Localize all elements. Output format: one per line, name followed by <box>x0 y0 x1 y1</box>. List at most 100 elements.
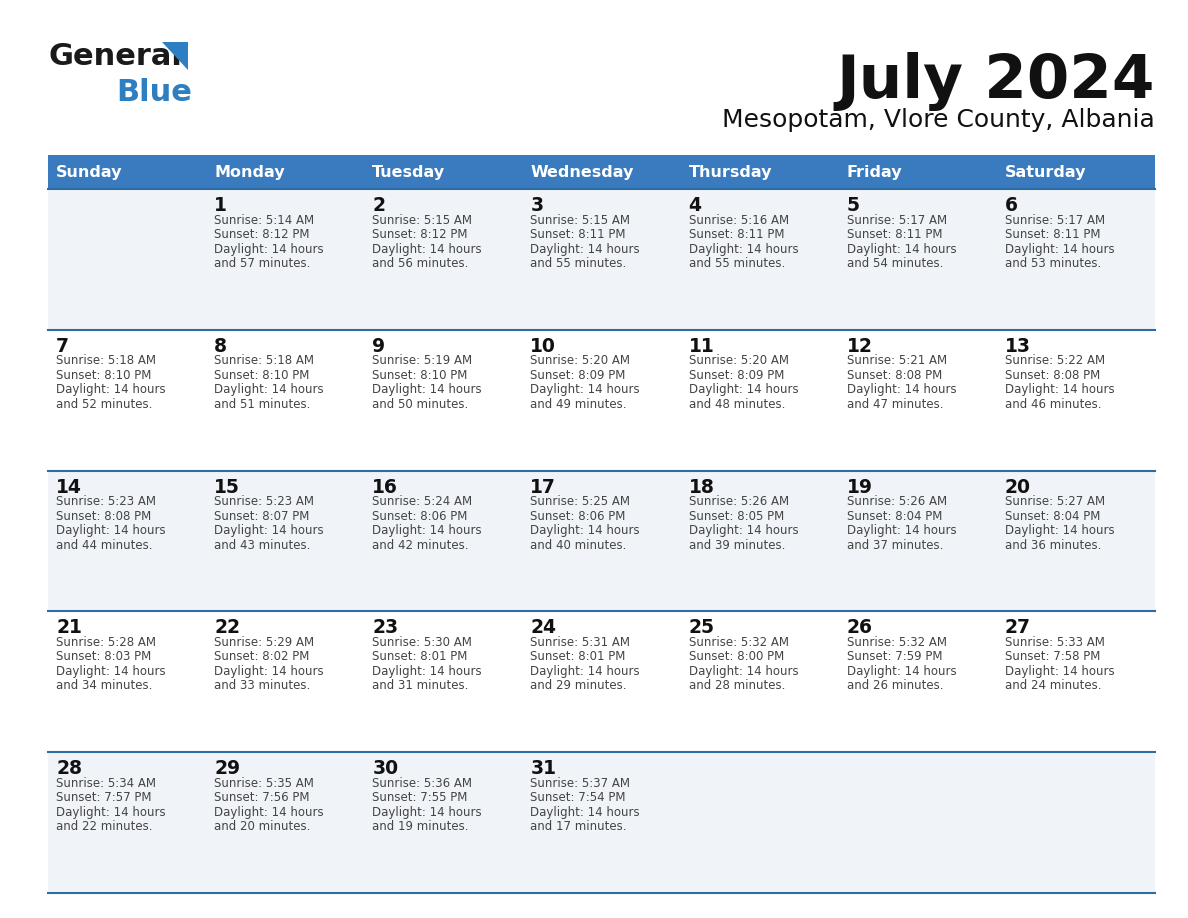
Text: Sunset: 8:04 PM: Sunset: 8:04 PM <box>1005 509 1100 522</box>
Text: Sunrise: 5:18 AM: Sunrise: 5:18 AM <box>56 354 156 367</box>
Text: 6: 6 <box>1005 196 1018 215</box>
Text: Sunday: Sunday <box>56 164 122 180</box>
Text: Sunset: 8:00 PM: Sunset: 8:00 PM <box>689 650 784 664</box>
Text: and 49 minutes.: and 49 minutes. <box>530 397 627 410</box>
Text: Daylight: 14 hours: Daylight: 14 hours <box>530 806 640 819</box>
Text: Sunset: 8:03 PM: Sunset: 8:03 PM <box>56 650 151 664</box>
Text: 2: 2 <box>372 196 385 215</box>
Text: Daylight: 14 hours: Daylight: 14 hours <box>56 665 165 677</box>
Text: and 24 minutes.: and 24 minutes. <box>1005 679 1101 692</box>
Text: Sunrise: 5:32 AM: Sunrise: 5:32 AM <box>847 636 947 649</box>
Text: and 28 minutes.: and 28 minutes. <box>689 679 785 692</box>
Text: Daylight: 14 hours: Daylight: 14 hours <box>847 242 956 255</box>
Text: 11: 11 <box>689 337 714 356</box>
Text: Sunrise: 5:25 AM: Sunrise: 5:25 AM <box>530 495 631 508</box>
Text: Sunset: 7:54 PM: Sunset: 7:54 PM <box>530 791 626 804</box>
Text: Saturday: Saturday <box>1005 164 1086 180</box>
Text: 24: 24 <box>530 619 556 637</box>
Text: Sunset: 8:12 PM: Sunset: 8:12 PM <box>372 228 468 241</box>
Text: 14: 14 <box>56 477 82 497</box>
Text: Daylight: 14 hours: Daylight: 14 hours <box>1005 524 1114 537</box>
Text: 15: 15 <box>214 477 240 497</box>
Text: Daylight: 14 hours: Daylight: 14 hours <box>56 524 165 537</box>
Text: Tuesday: Tuesday <box>372 164 446 180</box>
Text: Sunrise: 5:31 AM: Sunrise: 5:31 AM <box>530 636 631 649</box>
Bar <box>48 155 1155 189</box>
Text: Sunset: 8:09 PM: Sunset: 8:09 PM <box>689 369 784 382</box>
Text: 28: 28 <box>56 759 82 778</box>
Text: Sunset: 8:11 PM: Sunset: 8:11 PM <box>689 228 784 241</box>
Text: Daylight: 14 hours: Daylight: 14 hours <box>56 806 165 819</box>
Text: Wednesday: Wednesday <box>530 164 634 180</box>
Text: 19: 19 <box>847 477 873 497</box>
Text: Daylight: 14 hours: Daylight: 14 hours <box>214 524 324 537</box>
Text: Daylight: 14 hours: Daylight: 14 hours <box>847 524 956 537</box>
Text: Sunrise: 5:18 AM: Sunrise: 5:18 AM <box>214 354 314 367</box>
Text: and 33 minutes.: and 33 minutes. <box>214 679 310 692</box>
Text: and 53 minutes.: and 53 minutes. <box>1005 257 1101 270</box>
Text: Sunrise: 5:37 AM: Sunrise: 5:37 AM <box>530 777 631 789</box>
Text: Daylight: 14 hours: Daylight: 14 hours <box>214 806 324 819</box>
Text: 18: 18 <box>689 477 714 497</box>
Text: Sunrise: 5:22 AM: Sunrise: 5:22 AM <box>1005 354 1105 367</box>
Text: Sunrise: 5:16 AM: Sunrise: 5:16 AM <box>689 214 789 227</box>
Text: 12: 12 <box>847 337 873 356</box>
Text: and 36 minutes.: and 36 minutes. <box>1005 539 1101 552</box>
Text: Sunrise: 5:23 AM: Sunrise: 5:23 AM <box>214 495 314 508</box>
Text: Thursday: Thursday <box>689 164 772 180</box>
Text: Sunrise: 5:32 AM: Sunrise: 5:32 AM <box>689 636 789 649</box>
Text: Sunset: 8:10 PM: Sunset: 8:10 PM <box>372 369 468 382</box>
Text: Friday: Friday <box>847 164 903 180</box>
Text: Sunrise: 5:20 AM: Sunrise: 5:20 AM <box>689 354 789 367</box>
Text: and 50 minutes.: and 50 minutes. <box>372 397 468 410</box>
Text: July 2024: July 2024 <box>836 52 1155 111</box>
Text: 1: 1 <box>214 196 227 215</box>
Text: 5: 5 <box>847 196 860 215</box>
Text: Daylight: 14 hours: Daylight: 14 hours <box>689 665 798 677</box>
Text: Sunrise: 5:26 AM: Sunrise: 5:26 AM <box>689 495 789 508</box>
Text: Sunrise: 5:34 AM: Sunrise: 5:34 AM <box>56 777 156 789</box>
Text: Daylight: 14 hours: Daylight: 14 hours <box>372 524 482 537</box>
Text: Sunset: 8:08 PM: Sunset: 8:08 PM <box>847 369 942 382</box>
Text: Sunset: 8:11 PM: Sunset: 8:11 PM <box>1005 228 1100 241</box>
Text: Sunrise: 5:26 AM: Sunrise: 5:26 AM <box>847 495 947 508</box>
Text: Sunset: 8:01 PM: Sunset: 8:01 PM <box>372 650 468 664</box>
Text: Sunrise: 5:17 AM: Sunrise: 5:17 AM <box>1005 214 1105 227</box>
Text: Sunset: 8:08 PM: Sunset: 8:08 PM <box>56 509 151 522</box>
Text: 10: 10 <box>530 337 556 356</box>
Text: and 55 minutes.: and 55 minutes. <box>530 257 627 270</box>
Text: and 57 minutes.: and 57 minutes. <box>214 257 310 270</box>
Text: Sunrise: 5:19 AM: Sunrise: 5:19 AM <box>372 354 473 367</box>
Text: Sunset: 8:06 PM: Sunset: 8:06 PM <box>372 509 468 522</box>
Text: Sunset: 8:08 PM: Sunset: 8:08 PM <box>1005 369 1100 382</box>
Text: and 39 minutes.: and 39 minutes. <box>689 539 785 552</box>
Text: 31: 31 <box>530 759 556 778</box>
Text: Daylight: 14 hours: Daylight: 14 hours <box>530 665 640 677</box>
Text: 26: 26 <box>847 619 873 637</box>
Bar <box>48 611 1155 752</box>
Text: 9: 9 <box>372 337 385 356</box>
Text: and 42 minutes.: and 42 minutes. <box>372 539 469 552</box>
Text: Daylight: 14 hours: Daylight: 14 hours <box>372 384 482 397</box>
Text: 23: 23 <box>372 619 398 637</box>
Text: Sunset: 8:07 PM: Sunset: 8:07 PM <box>214 509 310 522</box>
Text: Sunset: 8:10 PM: Sunset: 8:10 PM <box>56 369 151 382</box>
Text: 30: 30 <box>372 759 398 778</box>
Text: Daylight: 14 hours: Daylight: 14 hours <box>1005 384 1114 397</box>
Text: 16: 16 <box>372 477 398 497</box>
Bar <box>48 752 1155 893</box>
Text: and 56 minutes.: and 56 minutes. <box>372 257 468 270</box>
Text: Sunset: 8:11 PM: Sunset: 8:11 PM <box>530 228 626 241</box>
Text: Sunrise: 5:14 AM: Sunrise: 5:14 AM <box>214 214 315 227</box>
Text: 4: 4 <box>689 196 702 215</box>
Text: Sunset: 8:05 PM: Sunset: 8:05 PM <box>689 509 784 522</box>
Text: Sunrise: 5:28 AM: Sunrise: 5:28 AM <box>56 636 156 649</box>
Text: and 17 minutes.: and 17 minutes. <box>530 820 627 834</box>
Text: and 22 minutes.: and 22 minutes. <box>56 820 152 834</box>
Text: Sunset: 8:12 PM: Sunset: 8:12 PM <box>214 228 310 241</box>
Text: and 29 minutes.: and 29 minutes. <box>530 679 627 692</box>
Text: and 43 minutes.: and 43 minutes. <box>214 539 310 552</box>
Bar <box>48 471 1155 611</box>
Text: Sunset: 7:55 PM: Sunset: 7:55 PM <box>372 791 468 804</box>
Text: Sunset: 7:58 PM: Sunset: 7:58 PM <box>1005 650 1100 664</box>
